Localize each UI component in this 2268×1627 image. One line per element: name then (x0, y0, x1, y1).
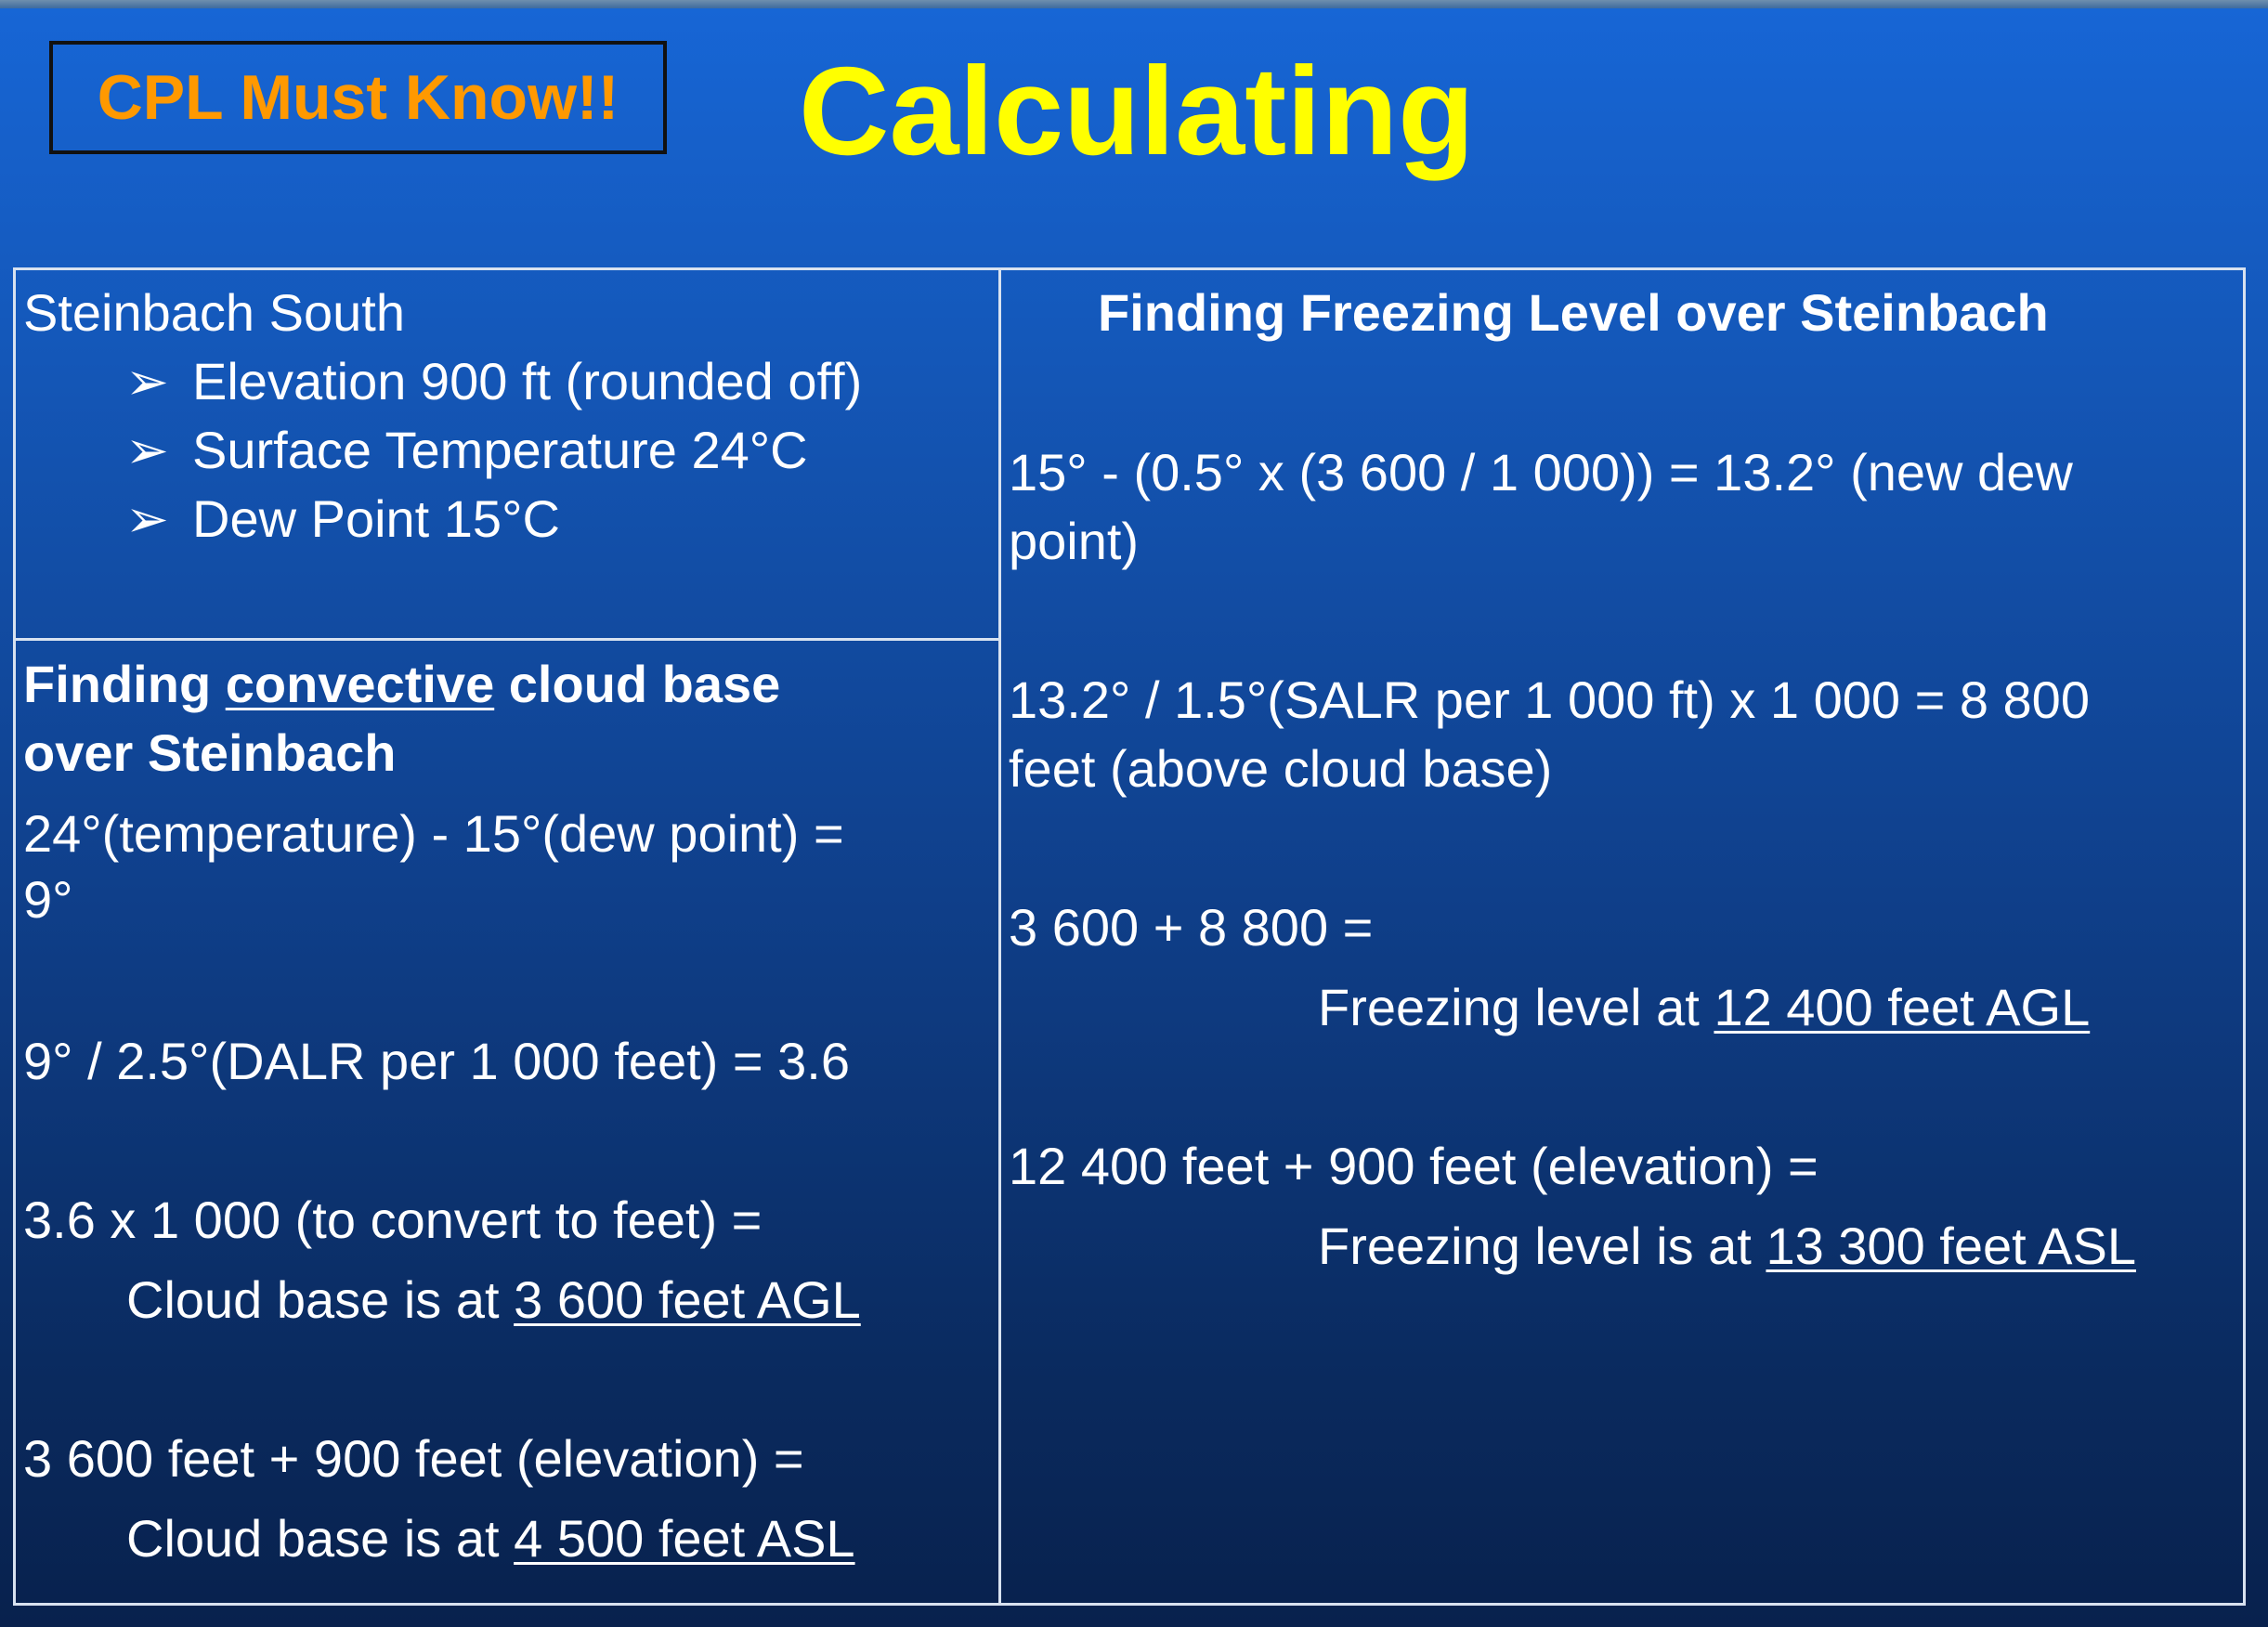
freezing-asl-result: Freezing level is at 13 300 feet ASL (1318, 1212, 2136, 1281)
slide-title: Calculating (799, 41, 1475, 181)
bullet-elevation: ➢ Elevation 900 ft (rounded off) (125, 347, 862, 416)
freezing-calc1-line1: 15° - (0.5° x (3 600 / 1 000)) = 13.2° (… (1009, 443, 2073, 501)
cloud-base-heading-suffix: cloud base (494, 655, 781, 713)
bullet-dew-point: ➢ Dew Point 15°C (125, 485, 560, 553)
freezing-agl-prefix: Freezing level at (1318, 978, 1714, 1036)
freezing-calc4-line1: 12 400 feet + 900 feet (elevation) = (1009, 1137, 1818, 1195)
table-border-bottom (13, 1603, 2246, 1606)
bullet-elevation-text: Elevation 900 ft (rounded off) (192, 352, 863, 410)
freezing-agl-result: Freezing level at 12 400 feet AGL (1318, 973, 2090, 1042)
arrow-bullet-icon: ➢ (125, 352, 169, 410)
freezing-calc1-line2: point) (1009, 512, 1140, 570)
top-accent-bar (0, 0, 2268, 8)
bullet-dew-point-text: Dew Point 15°C (192, 489, 560, 548)
cloud-base-calc4-line1: 3 600 feet + 900 feet (elevation) = (23, 1429, 804, 1488)
cloud-base-heading-underlined: convective (225, 655, 495, 713)
table-border-left (13, 267, 16, 1606)
cloud-base-calc3-line1: 3.6 x 1 000 (to convert to feet) = (23, 1191, 763, 1249)
cloud-base-asl-value: 4 500 feet ASL (514, 1509, 855, 1568)
arrow-bullet-icon: ➢ (125, 489, 169, 548)
table-row-divider-left (13, 638, 1001, 641)
table-border-right (2243, 267, 2246, 1606)
freezing-asl-value: 13 300 feet ASL (1766, 1217, 2136, 1275)
table-column-divider (998, 267, 1001, 1606)
freezing-calc2-line1: 13.2° / 1.5°(SALR per 1 000 ft) x 1 000 … (1009, 670, 2090, 729)
table-border-top (13, 267, 2246, 270)
cloud-base-calc1-line2: 9° (23, 870, 73, 929)
cloud-base-calc1-line1: 24°(temperature) - 15°(dew point) = (23, 804, 844, 863)
freezing-level-heading: Finding Freezing Level over Steinbach (1098, 283, 2049, 342)
cloud-base-heading-prefix: Finding (23, 655, 226, 713)
location-heading: Steinbach South (23, 283, 405, 342)
cloud-base-agl-result: Cloud base is at 3 600 feet AGL (126, 1266, 861, 1334)
freezing-calc3-line1: 3 600 + 8 800 = (1009, 898, 1374, 957)
cloud-base-agl-prefix: Cloud base is at (126, 1270, 515, 1329)
freezing-asl-prefix: Freezing level is at (1318, 1217, 1766, 1275)
cloud-base-heading: Finding convective cloud base (23, 650, 780, 719)
bullet-surface-temperature: ➢ Surface Temperature 24°C (125, 416, 808, 485)
cloud-base-heading-line2: over Steinbach (23, 723, 397, 782)
badge-label: CPL Must Know!! (97, 62, 619, 133)
arrow-bullet-icon: ➢ (125, 421, 169, 479)
cloud-base-calc2: 9° / 2.5°(DALR per 1 000 feet) = 3.6 (23, 1032, 850, 1090)
freezing-calc2-line2: feet (above cloud base) (1009, 739, 1553, 798)
cloud-base-asl-prefix: Cloud base is at (126, 1509, 515, 1568)
cpl-badge: CPL Must Know!! (49, 41, 667, 154)
cloud-base-asl-result: Cloud base is at 4 500 feet ASL (126, 1504, 855, 1573)
cloud-base-agl-value: 3 600 feet AGL (514, 1270, 861, 1329)
freezing-agl-value: 12 400 feet AGL (1714, 978, 2091, 1036)
bullet-surface-temperature-text: Surface Temperature 24°C (192, 421, 808, 479)
